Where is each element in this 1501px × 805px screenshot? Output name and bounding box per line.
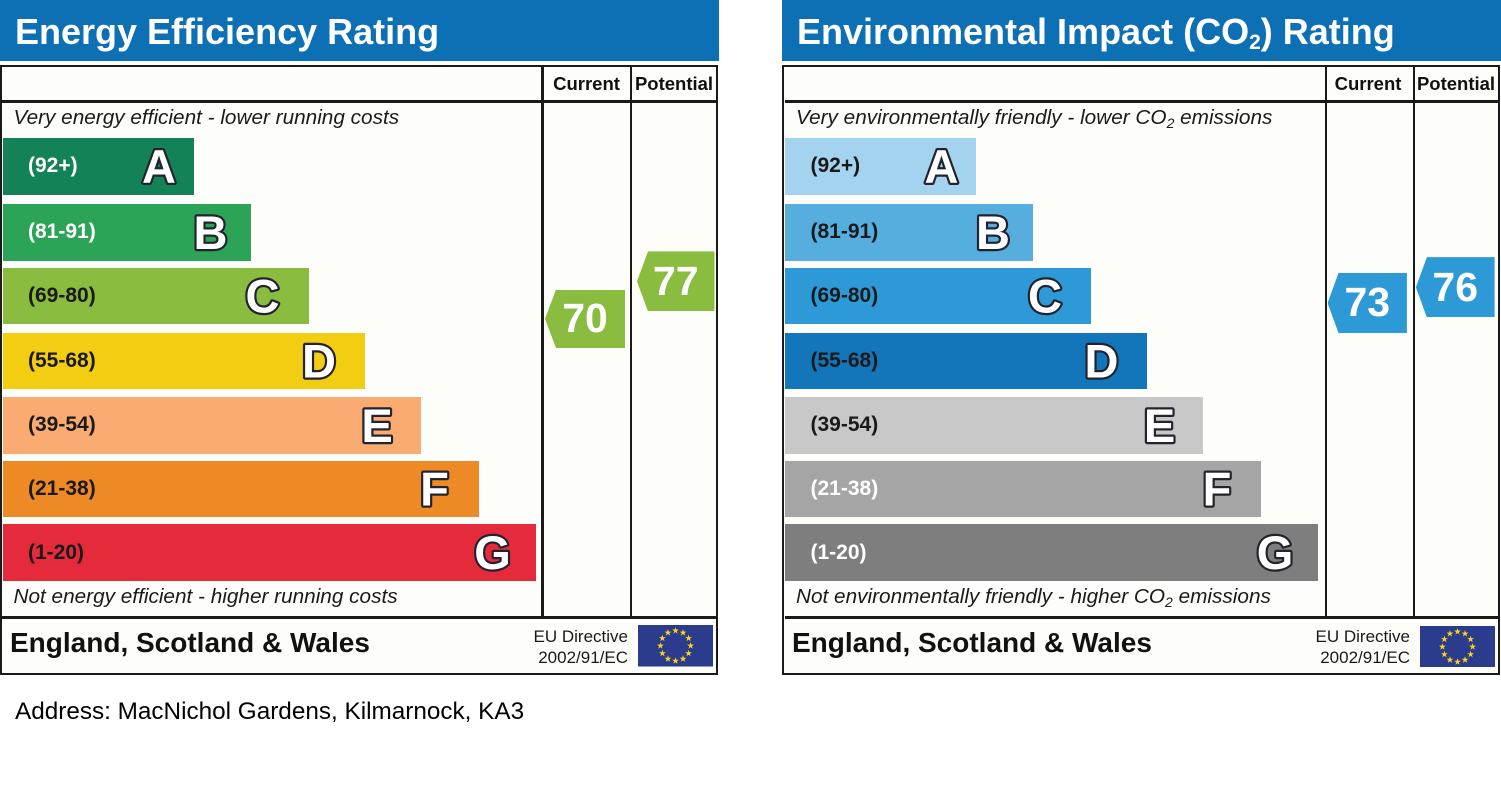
svg-text:E: E — [1144, 399, 1175, 452]
svg-text:F: F — [1203, 463, 1232, 516]
svg-text:A: A — [142, 140, 176, 193]
svg-text:D: D — [302, 335, 336, 388]
svg-text:F: F — [420, 463, 449, 516]
svg-text:C: C — [246, 270, 280, 323]
svg-text:G: G — [474, 526, 511, 579]
svg-text:D: D — [1085, 335, 1119, 388]
svg-text:C: C — [1028, 270, 1062, 323]
svg-text:A: A — [925, 140, 959, 193]
svg-text:E: E — [361, 399, 392, 452]
svg-text:G: G — [1257, 526, 1294, 579]
svg-text:B: B — [976, 206, 1010, 259]
svg-text:B: B — [194, 206, 228, 259]
